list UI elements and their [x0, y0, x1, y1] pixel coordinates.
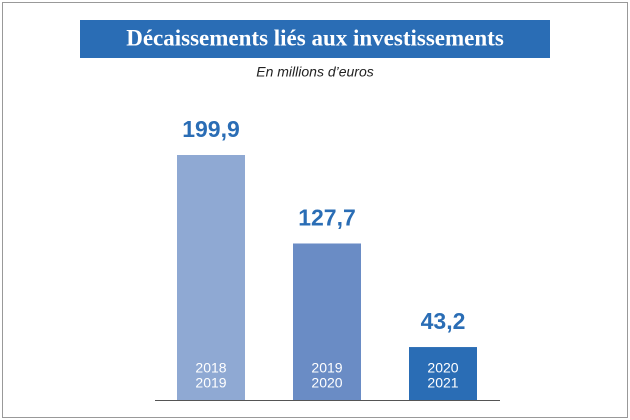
bar — [177, 155, 245, 400]
category-label: 2018 — [195, 360, 226, 376]
value-label: 199,9 — [182, 116, 240, 142]
value-label: 127,7 — [298, 205, 356, 231]
category-label: 2019 — [195, 375, 226, 391]
chart-title: Décaissements liés aux investissements — [126, 25, 504, 50]
chart-subtitle: En millions d’euros — [256, 64, 374, 80]
value-label: 43,2 — [421, 308, 466, 334]
category-label: 2020 — [311, 375, 342, 391]
category-label: 2020 — [427, 360, 458, 376]
title-banner — [80, 20, 550, 58]
bar — [409, 347, 477, 400]
bar — [293, 243, 361, 400]
category-label: 2019 — [311, 360, 342, 376]
category-label: 2021 — [427, 375, 458, 391]
